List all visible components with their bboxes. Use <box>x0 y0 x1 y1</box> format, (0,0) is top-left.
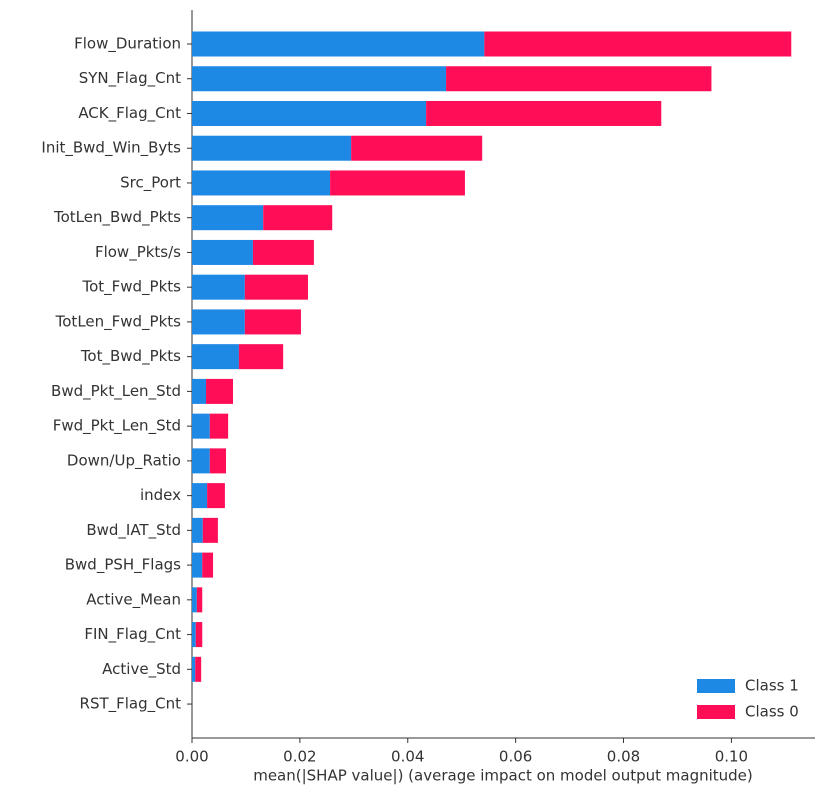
bar <box>263 205 333 231</box>
bar <box>192 622 196 648</box>
bar <box>192 135 352 161</box>
bar <box>207 483 225 509</box>
legend-swatch <box>697 679 735 693</box>
y-tick-label: Down/Up_Ratio <box>67 451 181 470</box>
bar <box>192 656 196 682</box>
x-tick-label: 0.06 <box>499 748 532 766</box>
bar <box>192 309 245 335</box>
bar <box>209 413 229 439</box>
y-tick-label: Active_Mean <box>86 590 181 609</box>
bar <box>252 239 314 265</box>
x-tick-label: 0.02 <box>283 748 316 766</box>
y-tick-label: Init_Bwd_Win_Byts <box>41 139 181 158</box>
bar <box>192 413 210 439</box>
bar <box>484 31 792 57</box>
x-tick-label: 0.10 <box>715 748 748 766</box>
y-tick-label: Tot_Fwd_Pkts <box>81 278 181 297</box>
bar <box>192 239 253 265</box>
y-tick-label: Flow_Duration <box>74 35 181 54</box>
legend-swatch <box>697 705 735 719</box>
bar <box>238 344 284 370</box>
y-tick-label: Fwd_Pkt_Len_Std <box>53 417 181 436</box>
bar <box>195 622 203 648</box>
y-tick-label: Src_Port <box>120 173 181 192</box>
bar <box>426 100 662 126</box>
y-tick-label: FIN_Flag_Cnt <box>84 625 181 644</box>
legend-label: Class 1 <box>745 677 799 695</box>
y-tick-label: index <box>140 486 181 504</box>
y-tick-label: Active_Std <box>102 660 181 679</box>
y-tick-label: Bwd_Pkt_Len_Std <box>51 382 181 401</box>
bar <box>192 552 203 578</box>
x-axis-label: mean(|SHAP value|) (average impact on mo… <box>253 767 753 785</box>
y-tick-label: TotLen_Fwd_Pkts <box>55 312 182 331</box>
y-tick-label: TotLen_Bwd_Pkts <box>53 208 181 227</box>
bar <box>330 170 465 196</box>
bar <box>192 170 331 196</box>
bar <box>192 378 207 404</box>
bar <box>192 517 203 543</box>
bar <box>192 100 427 126</box>
bar <box>244 309 301 335</box>
x-tick-label: 0.00 <box>175 748 208 766</box>
bar <box>206 378 233 404</box>
bar <box>209 448 226 474</box>
bar <box>192 448 210 474</box>
x-tick-label: 0.04 <box>391 748 424 766</box>
y-tick-label: Tot_Bwd_Pkts <box>80 347 181 366</box>
legend-label: Class 0 <box>745 703 799 721</box>
bar <box>192 31 485 57</box>
bar <box>195 656 202 682</box>
x-tick-label: 0.08 <box>607 748 640 766</box>
bar <box>192 274 245 300</box>
bar <box>196 587 203 613</box>
bar <box>192 587 197 613</box>
y-tick-label: RST_Flag_Cnt <box>80 695 182 714</box>
y-tick-label: SYN_Flag_Cnt <box>79 69 181 88</box>
bar <box>202 517 218 543</box>
y-tick-label: ACK_Flag_Cnt <box>78 104 181 123</box>
bar <box>202 552 214 578</box>
bar <box>192 483 208 509</box>
bar <box>244 274 308 300</box>
y-tick-label: Flow_Pkts/s <box>95 243 181 262</box>
y-tick-label: Bwd_IAT_Std <box>86 521 181 540</box>
bar <box>351 135 483 161</box>
bar <box>192 205 264 231</box>
bar <box>192 66 447 92</box>
y-tick-label: Bwd_PSH_Flags <box>65 556 181 575</box>
bar <box>446 66 712 92</box>
bar <box>192 344 239 370</box>
